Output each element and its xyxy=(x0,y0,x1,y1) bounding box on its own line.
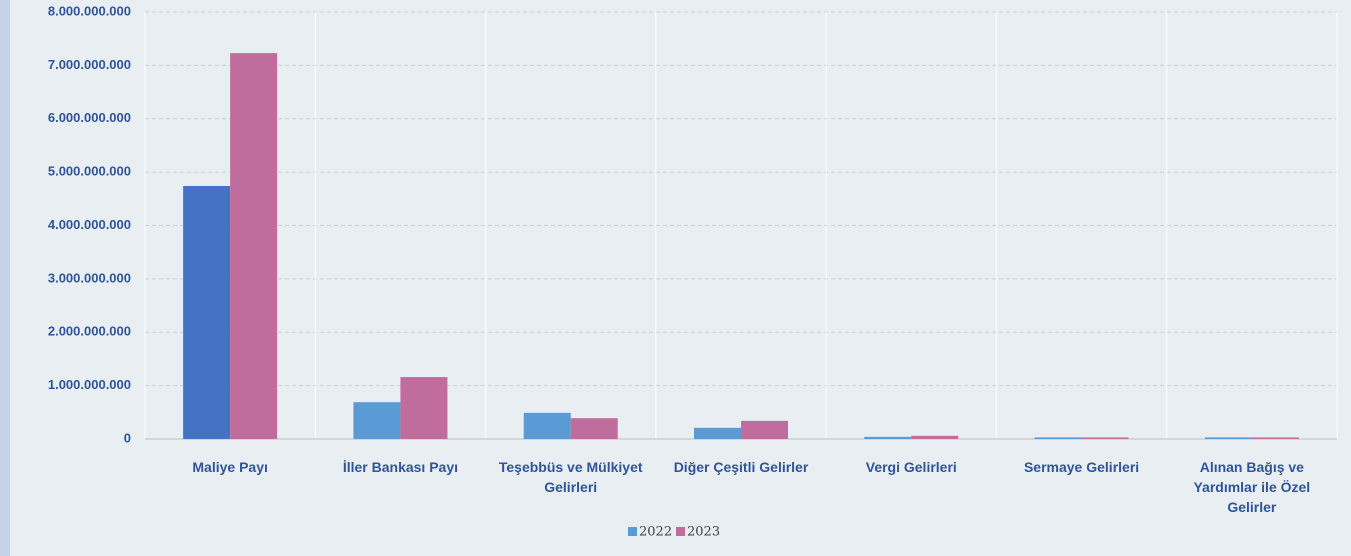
y-tick-label: 1.000.000.000 xyxy=(48,377,131,392)
bar xyxy=(400,377,448,439)
legend-swatch xyxy=(628,527,637,536)
x-tick-label: Alınan Bağış ve Yardımlar ile Özel Gelir… xyxy=(1193,459,1311,515)
bar xyxy=(183,186,231,439)
y-tick-label: 3.000.000.000 xyxy=(48,270,131,285)
legend-swatch xyxy=(676,527,685,536)
y-tick-label: 0 xyxy=(124,430,131,445)
y-tick-label: 8.000.000.000 xyxy=(48,3,131,18)
bar xyxy=(523,412,571,439)
bar xyxy=(1251,437,1299,439)
bar xyxy=(911,435,959,439)
x-tick-label: Maliye Payı xyxy=(192,459,268,475)
side-strip xyxy=(0,0,10,556)
x-tick-label: Teşebbüs ve Mülkiyet Gelirleri xyxy=(498,459,643,495)
bar xyxy=(1204,437,1252,439)
bar xyxy=(741,420,788,439)
x-tick-label: Sermaye Gelirleri xyxy=(1023,459,1140,475)
x-tick-label: İller Bankası Payı xyxy=(342,459,459,475)
x-tick-label: Vergi Gelirleri xyxy=(865,459,957,475)
bar xyxy=(1034,437,1082,439)
bar xyxy=(570,418,618,439)
y-tick-label: 2.000.000.000 xyxy=(48,324,131,339)
legend-label: 2023 xyxy=(687,525,720,540)
bar xyxy=(353,402,401,439)
bar xyxy=(1081,437,1129,439)
legend-label: 2022 xyxy=(639,525,672,540)
bar xyxy=(230,53,278,439)
bar xyxy=(694,427,741,439)
y-tick-label: 4.000.000.000 xyxy=(48,217,131,232)
bar xyxy=(864,436,912,439)
y-tick-label: 6.000.000.000 xyxy=(48,110,131,125)
y-tick-label: 5.000.000.000 xyxy=(48,164,131,179)
x-tick-label: Diğer Çeşitli Gelirler xyxy=(673,459,809,475)
y-tick-label: 7.000.000.000 xyxy=(48,57,131,72)
